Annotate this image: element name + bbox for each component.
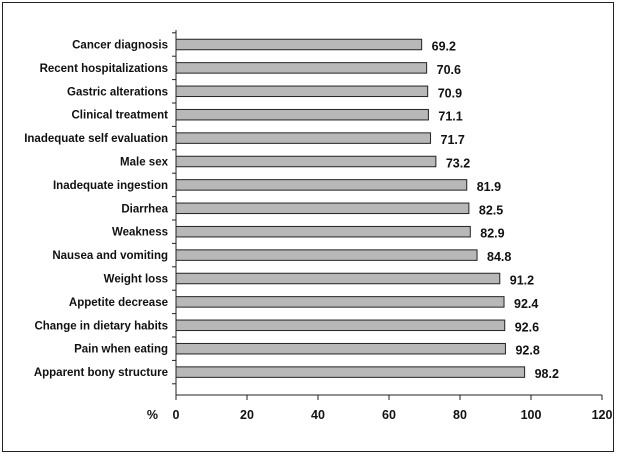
category-label: Gastric alterations — [67, 86, 168, 98]
value-label: 69.2 — [432, 40, 456, 54]
value-label: 82.5 — [479, 203, 503, 217]
value-label: 71.7 — [441, 133, 465, 147]
x-tick-label: 100 — [521, 408, 542, 422]
bar — [175, 366, 526, 378]
value-label: 70.6 — [437, 63, 461, 77]
value-label: 71.1 — [438, 110, 462, 124]
category-label: Male sex — [120, 157, 169, 169]
bar — [175, 272, 501, 285]
category-label: Inadequate ingestion — [53, 180, 168, 192]
category-label: Appetite decrease — [69, 297, 168, 309]
value-label: 82.9 — [480, 227, 504, 241]
category-label: Weight loss — [104, 274, 168, 286]
bar — [175, 38, 423, 51]
bar — [175, 155, 437, 168]
value-label: 70.9 — [438, 86, 462, 100]
x-tick-label: 60 — [382, 408, 396, 422]
bar — [175, 202, 470, 215]
category-label: Clinical treatment — [72, 110, 169, 122]
bar — [175, 85, 429, 98]
category-label: Recent hospitalizations — [40, 63, 168, 75]
value-label: 73.2 — [446, 157, 470, 171]
x-axis-label: % — [147, 408, 158, 422]
bar — [175, 249, 478, 261]
value-label: 92.6 — [515, 320, 539, 334]
category-label: Change in dietary habits — [34, 320, 168, 332]
category-label: Weakness — [112, 227, 168, 239]
bar — [175, 319, 506, 332]
bar — [175, 225, 471, 238]
bar — [175, 132, 432, 144]
category-label: Apparent bony structure — [34, 367, 168, 379]
x-tick-label: 120 — [592, 408, 613, 422]
category-label: Inadequate self evaluation — [24, 133, 168, 145]
bar — [175, 62, 428, 74]
x-tick-label: 20 — [240, 408, 254, 422]
value-label: 84.8 — [487, 250, 511, 264]
value-label: 91.2 — [510, 274, 534, 288]
category-label: Nausea and vomiting — [52, 250, 168, 262]
bar — [175, 108, 429, 121]
x-tick-label: 0 — [173, 408, 180, 422]
bar — [175, 342, 506, 355]
x-tick-label: 80 — [453, 408, 467, 422]
value-label: 92.8 — [515, 344, 539, 358]
bar — [175, 179, 468, 191]
value-label: 81.9 — [477, 180, 501, 194]
category-label: Diarrhea — [121, 203, 168, 215]
category-label: Pain when eating — [74, 344, 168, 356]
value-label: 92.4 — [514, 297, 538, 311]
value-label: 98.2 — [535, 367, 559, 381]
category-label: Cancer diagnosis — [72, 40, 168, 52]
bar — [175, 296, 505, 308]
x-tick-label: 40 — [311, 408, 325, 422]
